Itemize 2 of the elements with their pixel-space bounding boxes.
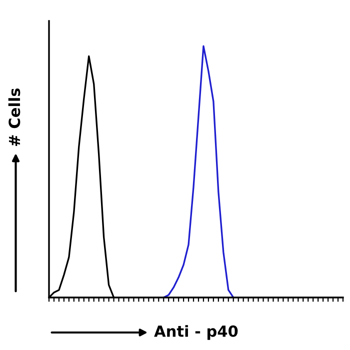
y-axis-title: # Cells (8, 88, 20, 146)
x-axis-title: Anti - p40 (154, 325, 238, 340)
